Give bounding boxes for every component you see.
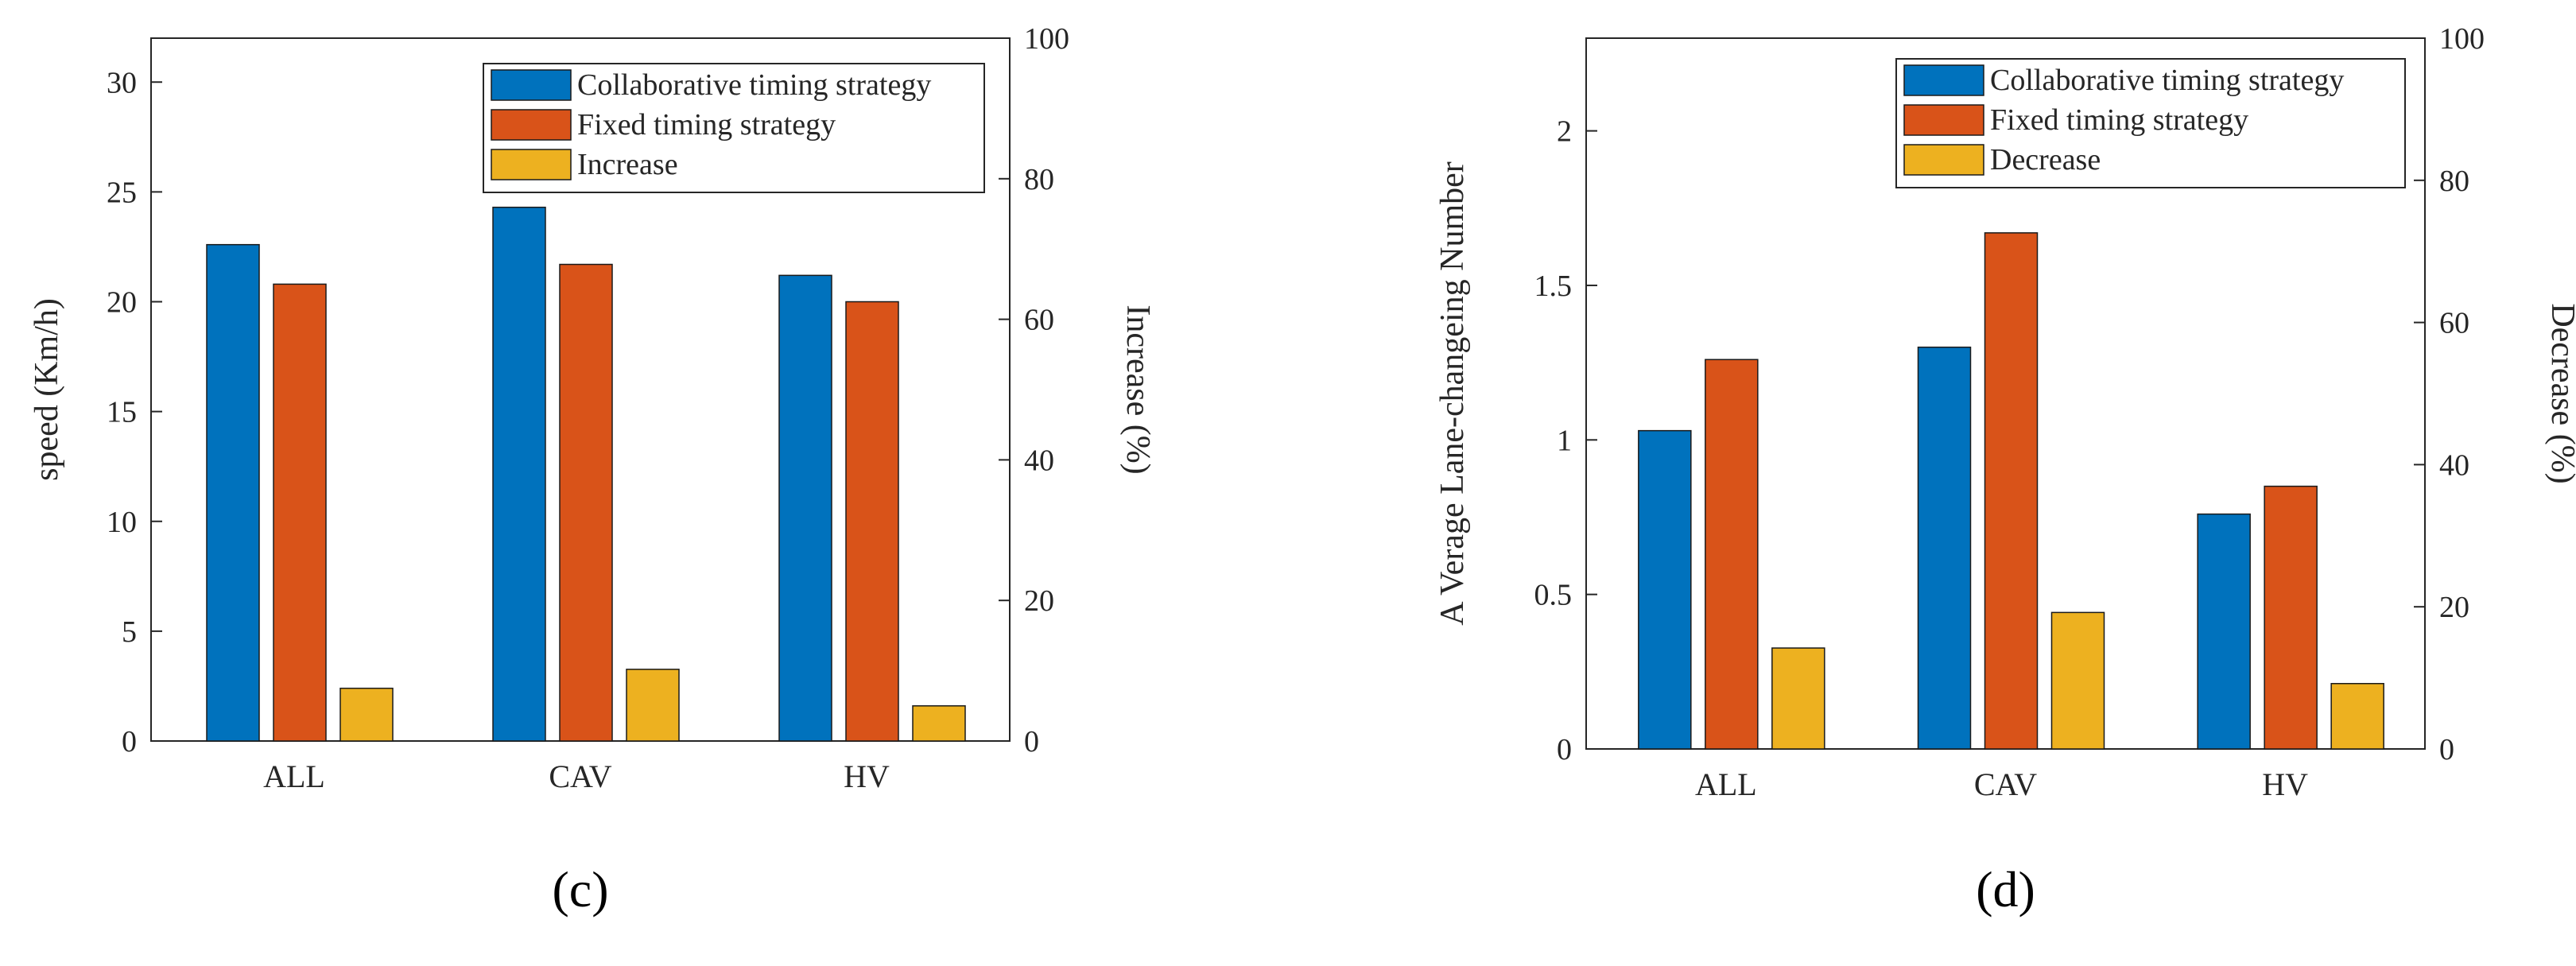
legend-entry: Collaborative timing strategy xyxy=(577,68,931,102)
bar-d-decrease-cav xyxy=(2050,611,2105,750)
y-tick-label: 20 xyxy=(107,286,137,320)
y2-tick-label: 20 xyxy=(2439,591,2469,624)
y2-tick-label: 0 xyxy=(1024,725,1039,758)
bar-d-decrease-hv xyxy=(2330,683,2384,750)
bar-c-increase-all xyxy=(339,687,394,742)
legend-entry: Fixed timing strategy xyxy=(1990,103,2248,137)
y-tick-label: 1 xyxy=(1557,424,1572,457)
bar-c-collaborative-timing-strategy-all xyxy=(206,243,260,742)
x-tick-label-all: ALL xyxy=(1695,766,1757,802)
bar-c-increase-hv xyxy=(912,705,966,742)
y-tick-label: 1.5 xyxy=(1534,270,1573,303)
panel-label-d: (d) xyxy=(1976,861,2035,918)
y-tick-label: 0 xyxy=(122,725,137,758)
legend-entry: Fixed timing strategy xyxy=(577,108,836,142)
y2-tick-label: 0 xyxy=(2439,733,2454,766)
y2-tick-label: 100 xyxy=(1024,22,1069,56)
x-tick-label-hv: HV xyxy=(844,758,890,794)
legend-swatch xyxy=(1903,144,1984,176)
y2-tick-label: 60 xyxy=(2439,307,2469,340)
legend-entry: Increase xyxy=(577,148,678,181)
legend-entry: Decrease xyxy=(1990,143,2101,177)
bar-d-fixed-timing-strategy-hv xyxy=(2264,485,2318,750)
y-tick-label: 30 xyxy=(107,66,137,99)
y-tick-label: 25 xyxy=(107,176,137,209)
bar-c-fixed-timing-strategy-hv xyxy=(845,301,899,742)
y-tick-label: 10 xyxy=(107,506,137,539)
y-tick-label: 15 xyxy=(107,396,137,429)
legend-swatch xyxy=(491,109,572,141)
bar-d-collaborative-timing-strategy-hv xyxy=(2197,513,2251,750)
bar-c-fixed-timing-strategy-cav xyxy=(559,263,613,742)
bar-d-decrease-all xyxy=(1771,647,1825,750)
chart-c-speed: 0 5 10 15 20 25 30 0 20 40 60 80 100 ALL CAV HV speed (K… xyxy=(29,22,1156,918)
panel-label-c: (c) xyxy=(552,861,608,918)
legend-swatch xyxy=(1903,64,1984,96)
y2-tick-label: 80 xyxy=(1024,163,1054,196)
bar-d-collaborative-timing-strategy-cav xyxy=(1917,346,1972,750)
x-tick-label-cav: CAV xyxy=(549,758,611,794)
y2-axis-label-d: Decrease (%) xyxy=(2544,303,2576,483)
y2-tick-label: 20 xyxy=(1024,584,1054,618)
y2-tick-label: 60 xyxy=(1024,304,1054,337)
y2-tick-label: 40 xyxy=(2439,448,2469,482)
y-tick-label: 0 xyxy=(1557,733,1572,766)
y2-tick-label: 40 xyxy=(1024,444,1054,477)
y-axis-label-c: speed (Km/h) xyxy=(29,298,65,481)
y-tick-label: 5 xyxy=(122,615,137,649)
bar-c-collaborative-timing-strategy-hv xyxy=(778,274,832,742)
bar-c-collaborative-timing-strategy-cav xyxy=(492,206,546,742)
bar-d-fixed-timing-strategy-cav xyxy=(1984,232,2039,750)
x-tick-label-all: ALL xyxy=(263,758,325,794)
x-tick-label-cav: CAV xyxy=(1974,766,2037,802)
x-tick-label-hv: HV xyxy=(2262,766,2308,802)
bar-c-fixed-timing-strategy-all xyxy=(273,283,327,742)
legend-swatch xyxy=(491,69,572,101)
y2-tick-label: 100 xyxy=(2439,22,2485,56)
bar-d-collaborative-timing-strategy-all xyxy=(1638,429,1692,750)
y-tick-label: 0.5 xyxy=(1534,579,1573,612)
legend-entry: Collaborative timing strategy xyxy=(1990,64,2344,97)
y-axis-label-d: A Verage Lane-changeing Number xyxy=(1434,161,1471,626)
bar-d-fixed-timing-strategy-all xyxy=(1705,359,1759,750)
y2-tick-label: 80 xyxy=(2439,165,2469,198)
legend-swatch xyxy=(1903,104,1984,136)
bar-c-increase-cav xyxy=(626,669,680,742)
y-tick-label: 2 xyxy=(1557,115,1572,149)
legend-swatch xyxy=(491,149,572,180)
y2-axis-label-c: Increase (%) xyxy=(1119,305,1156,474)
